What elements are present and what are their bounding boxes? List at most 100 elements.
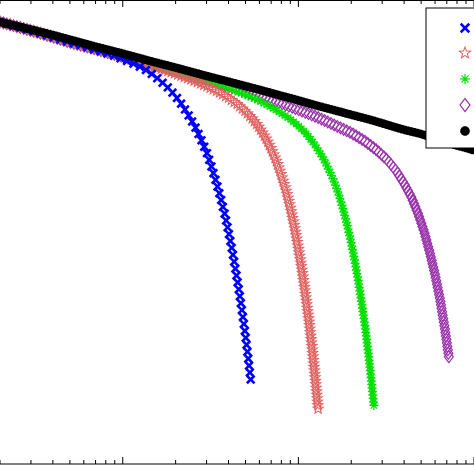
data-point [359,134,371,149]
data-point [242,346,253,357]
data-point [267,147,281,161]
data-point [275,170,289,184]
data-point [433,287,445,302]
data-point [202,148,212,158]
data-point [214,188,225,199]
data-point [303,325,317,338]
data-point [346,238,356,248]
data-point [268,150,282,164]
data-point [228,250,238,260]
data-point [349,251,359,261]
data-point [311,402,325,415]
data-point [289,228,303,241]
data-point [302,311,316,324]
data-point [224,229,234,239]
data-point [303,321,317,335]
data-point [286,100,298,115]
data-point [369,400,379,410]
data-point [423,243,435,257]
data-point [276,174,290,187]
data-point [309,109,321,124]
data-point [365,138,376,153]
data-point [315,149,325,159]
data-point [261,135,275,148]
data-point [240,90,250,100]
data-point [197,74,207,84]
data-point [344,227,354,237]
data-point [291,242,305,255]
data-point [295,262,309,276]
data-point [300,301,314,314]
data-point [290,235,304,248]
data-point [238,312,248,322]
data-point [176,98,186,109]
legend-box [425,7,474,149]
data-point [279,184,293,197]
data-point [297,276,311,290]
data-point [340,210,350,220]
data-point [278,180,292,194]
data-point [347,127,359,141]
data-point [408,196,420,211]
data-point [347,244,357,254]
data-point [290,101,301,116]
data-point [283,99,295,113]
data-point [418,223,429,237]
data-point [416,216,427,231]
data-point [288,225,302,238]
data-point [243,91,253,101]
data-point [329,177,339,187]
data-point [252,120,266,133]
data-point [412,206,424,221]
data-point [330,180,340,190]
data-point [344,125,356,140]
data-point [295,266,309,279]
data-point [222,222,233,233]
data-point [245,367,255,378]
data-point [218,202,228,212]
data-point [286,211,300,224]
data-point [296,269,310,283]
data-point [414,213,426,227]
data-point [317,152,327,162]
data-point [204,76,214,86]
data-point [406,190,417,204]
data-point [347,241,357,251]
data-point [341,123,353,138]
data-point [338,122,349,137]
data-point [230,86,240,96]
data-point [219,208,230,219]
data-point [308,137,318,147]
data-point [234,284,244,295]
data-point [210,175,221,185]
data-point [206,161,217,172]
data-point [299,294,313,307]
data-point [256,97,266,107]
data-point [241,340,252,350]
data-point [310,140,320,150]
data-point [187,116,197,127]
data-point [345,234,355,244]
data-point [430,270,441,285]
data-point [199,142,209,152]
data-point [299,290,313,304]
data-point [281,190,295,204]
axis-ticks [0,0,474,464]
data-point [433,284,444,298]
data-point [208,168,219,178]
data-point [235,291,245,301]
data-point [297,280,311,293]
data-point [304,332,318,345]
data-point [217,81,227,91]
data-point [348,248,358,258]
data-point [249,94,259,104]
data-point [243,353,253,364]
data-point [250,117,264,130]
data-point [428,263,440,278]
legend-marker-diamond [459,97,471,113]
legend-marker-x [459,22,471,34]
data-point [345,231,355,241]
data-point [271,157,285,170]
data-point [277,109,287,119]
data-point [274,107,284,117]
